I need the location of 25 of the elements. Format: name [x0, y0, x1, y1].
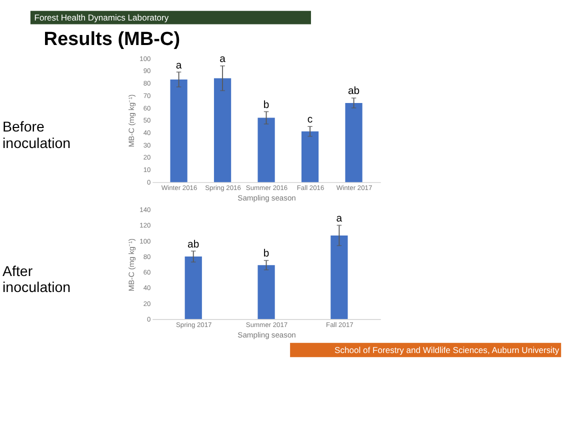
bar — [184, 256, 202, 320]
annotation: ab — [188, 239, 200, 250]
annotation: b — [263, 248, 270, 260]
annotation: b — [263, 100, 270, 111]
chart-title: Results (MB-C) — [44, 29, 180, 50]
text: Forest Health Dynamics Laboratory — [34, 12, 170, 22]
bar — [258, 265, 275, 320]
y-axis-title: MB-C (mg kg⁻¹) — [126, 238, 136, 292]
bar — [214, 78, 232, 182]
annotation: c — [307, 114, 313, 126]
bar — [258, 118, 275, 182]
annotation: ab — [348, 86, 360, 98]
bar — [345, 102, 362, 182]
bar — [330, 235, 348, 320]
text: Before inoculation — [2, 120, 71, 152]
x-axis-title: Sampling season — [238, 330, 296, 340]
annotation: a — [176, 60, 182, 72]
x-axis-title: Sampling season — [238, 194, 296, 203]
annotation: a — [336, 213, 342, 224]
bar — [301, 131, 319, 182]
text: School of Forestry and Wildlife Sciences, Auburn University — [334, 344, 560, 355]
text: After inoculation — [2, 264, 71, 296]
y-axis-title: MB-C (mg kg⁻¹) — [126, 94, 136, 148]
bar — [170, 79, 188, 182]
annotation: a — [220, 54, 226, 66]
